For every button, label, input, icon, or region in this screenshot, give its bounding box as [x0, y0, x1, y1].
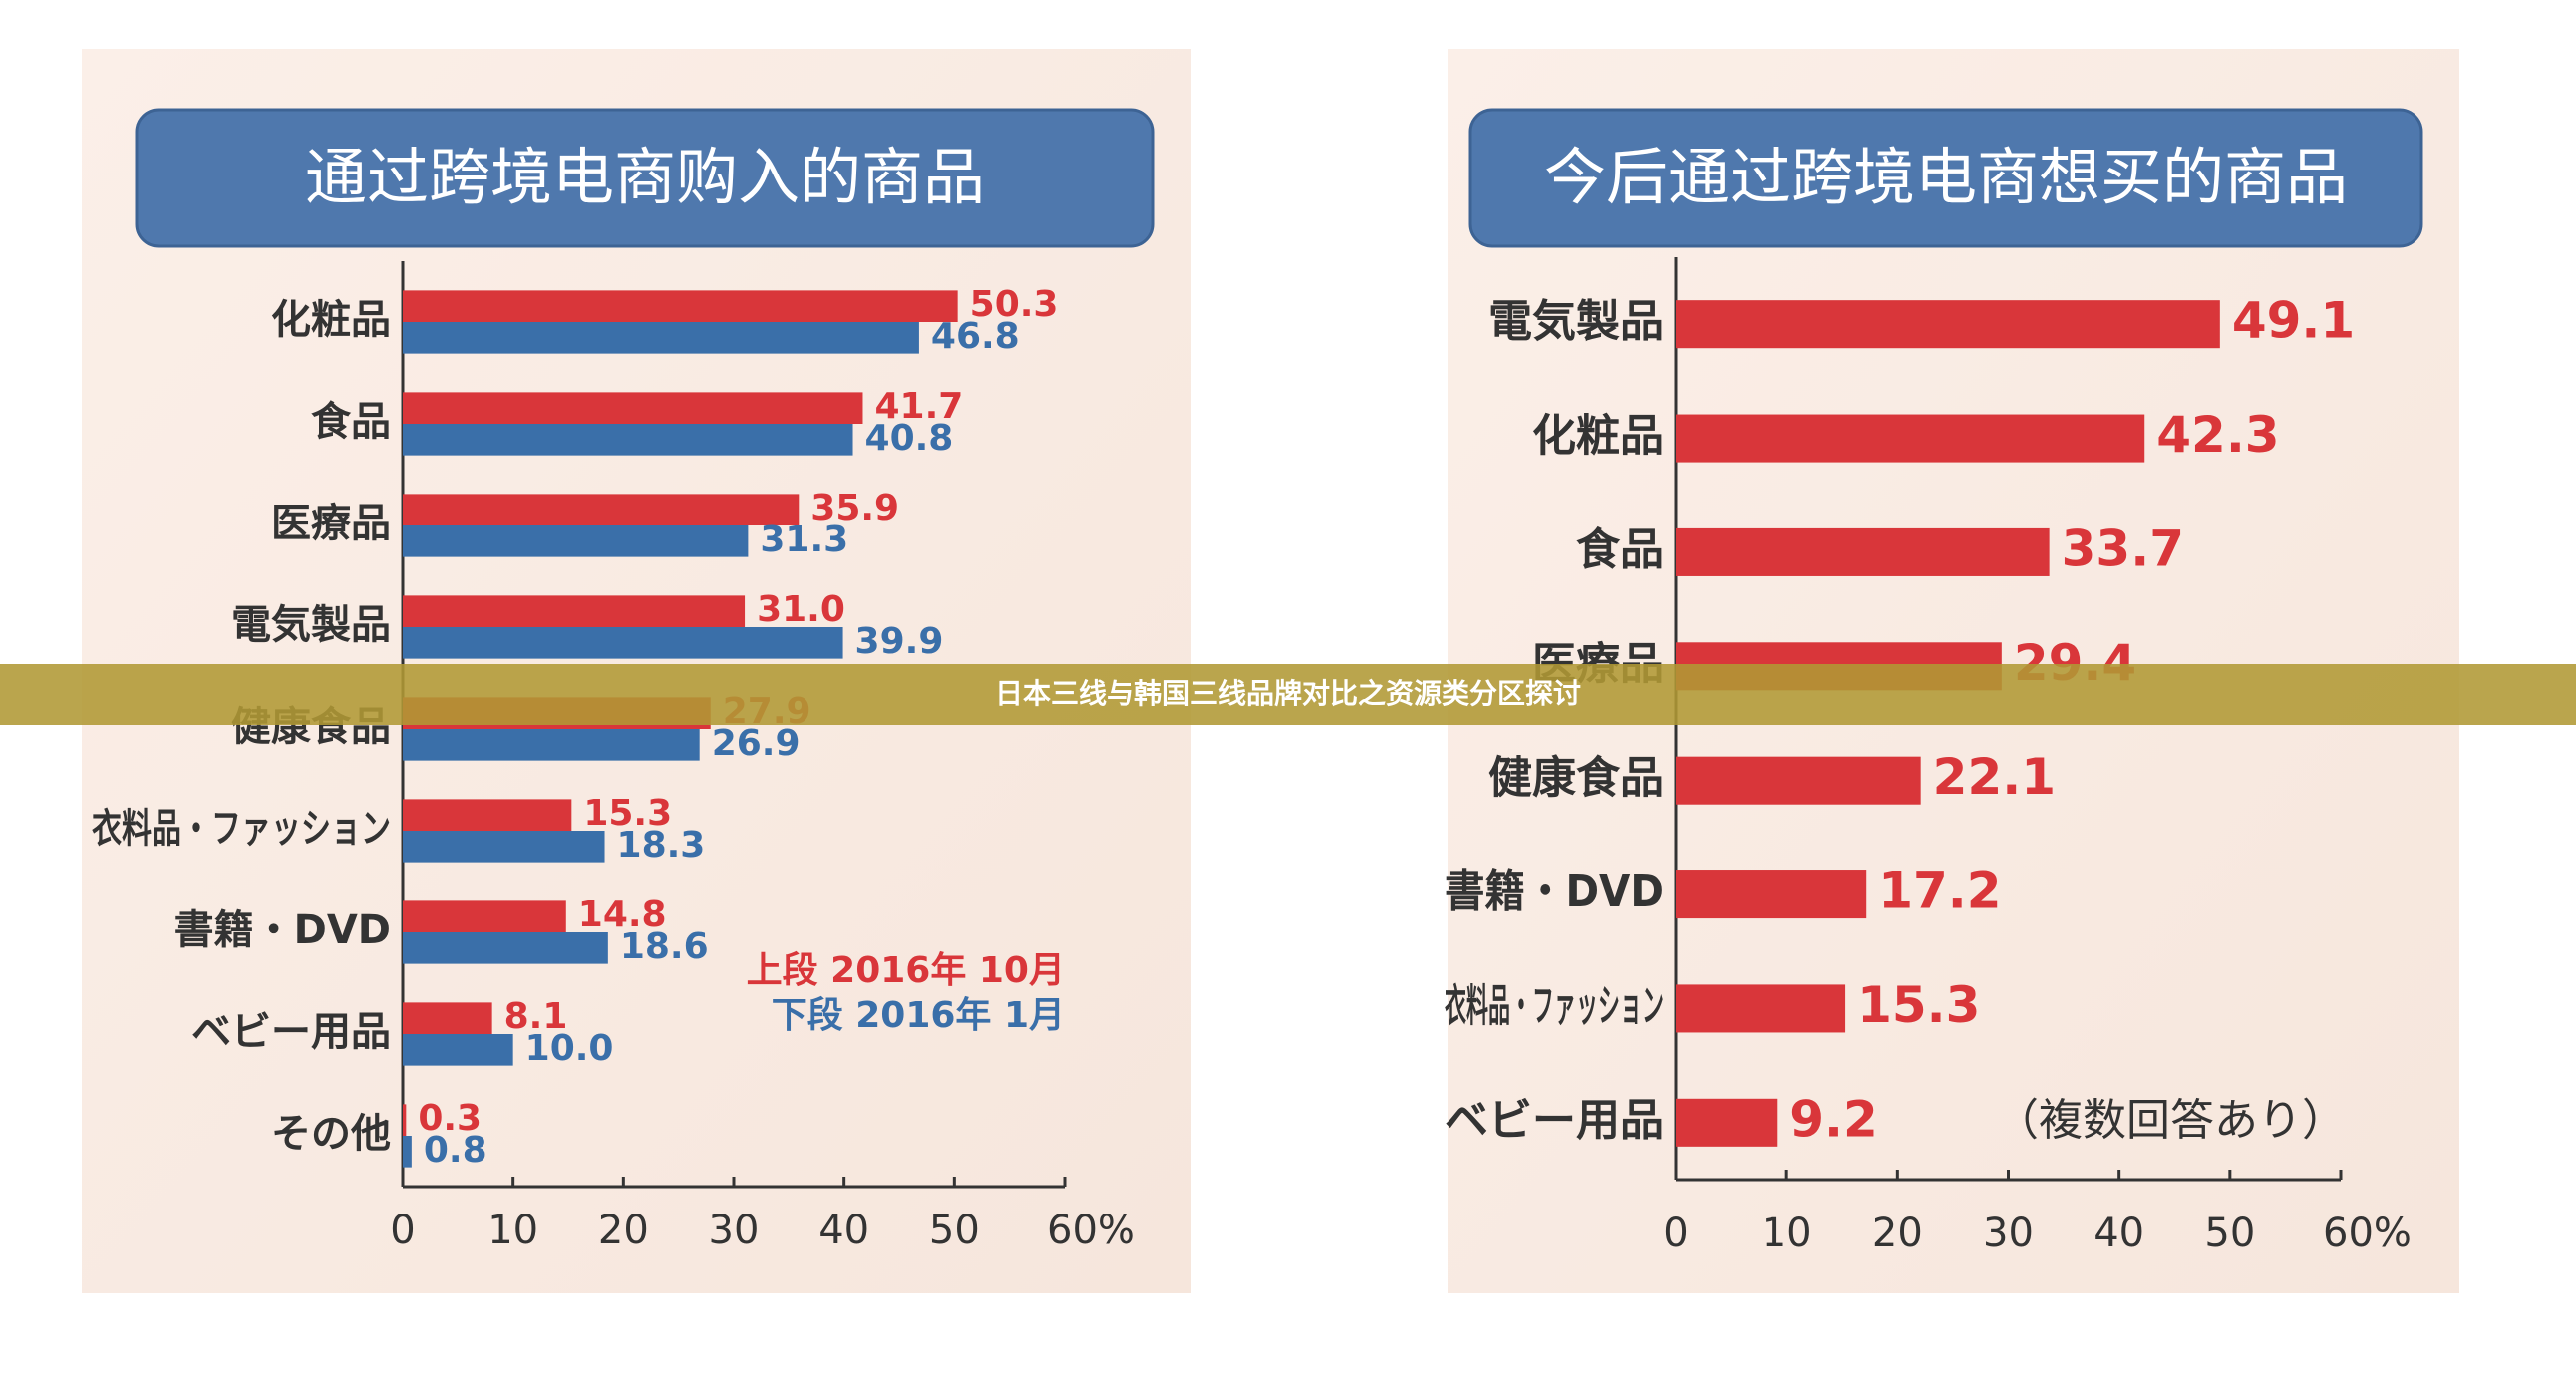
bar: [403, 392, 863, 424]
value-label: 18.6: [620, 926, 709, 967]
annotation: （複数回答あり）: [1995, 1095, 2346, 1146]
value-label: 15.3: [583, 793, 672, 834]
banner: [0, 664, 2576, 725]
x-tick-label: 30: [709, 1208, 760, 1253]
value-label: 10.0: [525, 1028, 614, 1069]
value-label: 31.3: [760, 520, 848, 560]
x-tick-label: 60%: [1047, 1208, 1135, 1253]
y-tick-label: 健康食品: [1488, 753, 1664, 804]
y-tick-label: 医療品: [271, 501, 391, 546]
bar: [403, 1136, 412, 1168]
x-tick-label: 30: [1983, 1211, 2034, 1256]
value-label: 35.9: [810, 488, 899, 528]
y-tick-label: 衣料品・ファッション: [1445, 980, 1664, 1031]
banner-text: 日本三线与韩国三线品牌对比之资源类分区探讨: [995, 677, 1581, 710]
legend-label: 下段 2016年 1月: [772, 995, 1065, 1036]
bar: [1676, 414, 2145, 463]
bar: [403, 831, 605, 863]
title-box: [1468, 108, 2423, 248]
y-tick-label: 書籍・DVD: [1445, 867, 1664, 917]
x-tick-label: 10: [1762, 1211, 1812, 1256]
bar: [403, 627, 843, 659]
bar: [1676, 300, 2220, 349]
value-label: 40.8: [865, 418, 954, 459]
y-tick-label: 衣料品・ファッション: [92, 806, 391, 852]
bar: [403, 1002, 492, 1034]
value-label: 42.3: [2156, 406, 2279, 464]
y-tick-label: ベビー用品: [191, 1009, 391, 1055]
y-tick-label: 電気製品: [1488, 296, 1664, 347]
bar: [403, 1034, 513, 1066]
value-label: 33.7: [2062, 520, 2184, 577]
bar: [403, 799, 572, 831]
bar: [1676, 1098, 1778, 1147]
value-label: 18.3: [617, 825, 706, 866]
bar: [1676, 870, 1867, 919]
chart-title: 今后通过跨境电商想买的商品: [1544, 141, 2348, 213]
y-tick-label: 食品: [311, 399, 391, 445]
value-label: 8.1: [504, 996, 568, 1037]
bar: [403, 494, 800, 525]
y-tick-label: 化粧品: [1532, 411, 1664, 462]
bar: [1676, 756, 1921, 805]
x-tick-label: 60%: [2323, 1211, 2412, 1256]
bar: [1676, 527, 2050, 576]
x-tick-label: 50: [2204, 1211, 2255, 1256]
bar: [403, 424, 853, 456]
value-label: 39.9: [855, 621, 944, 662]
y-tick-label: 書籍・DVD: [174, 907, 391, 953]
x-tick-label: 10: [487, 1208, 538, 1253]
y-tick-label: 食品: [1576, 524, 1664, 575]
x-tick-label: 0: [390, 1208, 415, 1253]
value-label: 31.0: [757, 589, 845, 630]
value-label: 22.1: [1933, 748, 2056, 806]
bar: [403, 932, 608, 964]
value-label: 14.8: [578, 894, 667, 935]
value-label: 9.2: [1789, 1090, 1878, 1148]
x-tick-label: 20: [598, 1208, 649, 1253]
bar: [403, 729, 700, 761]
bar: [403, 900, 566, 932]
value-label: 41.7: [874, 386, 963, 427]
x-tick-label: 40: [818, 1208, 869, 1253]
bar: [1676, 984, 1846, 1033]
bar: [403, 322, 919, 354]
value-label: 50.3: [970, 284, 1059, 325]
x-tick-label: 0: [1663, 1211, 1688, 1256]
value-label: 0.3: [418, 1098, 482, 1139]
value-label: 46.8: [931, 316, 1020, 357]
x-tick-label: 50: [929, 1208, 980, 1253]
y-tick-label: 電気製品: [231, 602, 391, 648]
y-tick-label: ベビー用品: [1445, 1095, 1664, 1146]
value-label: 26.9: [712, 723, 801, 764]
value-label: 49.1: [2232, 292, 2355, 350]
bar: [403, 525, 749, 557]
title-box: [135, 108, 1155, 248]
value-label: 15.3: [1857, 976, 1980, 1034]
bar: [403, 1104, 407, 1136]
y-tick-label: その他: [271, 1111, 391, 1157]
x-tick-label: 40: [2093, 1211, 2144, 1256]
value-label: 17.2: [1878, 863, 2001, 920]
legend-label: 上段 2016年 10月: [747, 950, 1065, 991]
bar: [403, 595, 746, 627]
x-tick-label: 20: [1872, 1211, 1923, 1256]
y-tick-label: 化粧品: [271, 297, 391, 343]
chart-title: 通过跨境电商购入的商品: [305, 141, 985, 213]
bar: [403, 290, 958, 322]
value-label: 0.8: [424, 1130, 487, 1171]
